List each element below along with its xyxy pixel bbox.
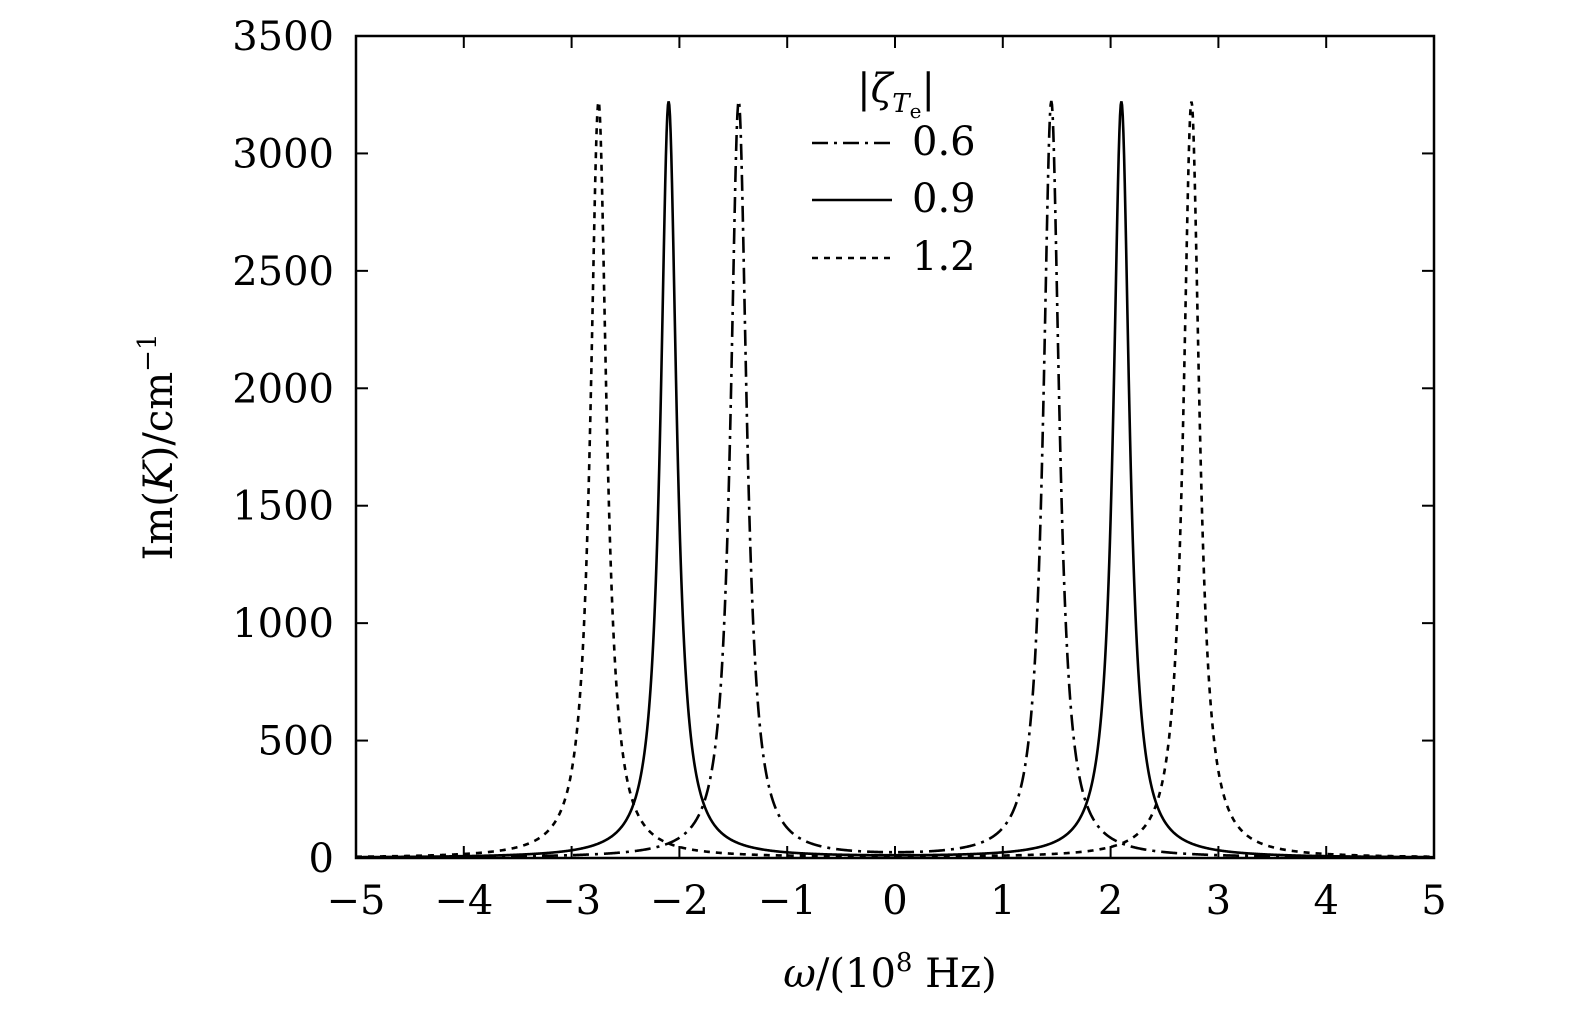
x-tick-label: −4 — [434, 878, 493, 924]
x-tick-label: −2 — [650, 878, 709, 924]
x-axis: −5 −4 −3 −2 −1 0 1 2 3 4 5 — [327, 36, 1447, 924]
x-tick-label: 2 — [1098, 878, 1123, 924]
y-tick-label: 3500 — [232, 14, 334, 60]
x-tick-label: 0 — [882, 878, 907, 924]
plot-frame — [354, 34, 1436, 860]
y-tick-label: 1500 — [232, 484, 334, 530]
series-curves — [355, 100, 1435, 859]
legend: |ζTe| 0.6 0.9 1.2 — [812, 66, 976, 280]
series-0.9-line — [356, 101, 1434, 859]
x-tick-label: 5 — [1421, 878, 1446, 924]
y-tick-label: 1000 — [232, 601, 334, 647]
legend-title: |ζTe| — [857, 66, 935, 123]
legend-label-0.6: 0.6 — [912, 119, 976, 165]
y-tick-label: 2000 — [232, 366, 334, 412]
x-tick-label: −1 — [758, 878, 817, 924]
legend-label-0.9: 0.9 — [912, 176, 976, 222]
y-tick-label: 2500 — [232, 249, 334, 295]
x-tick-label: 3 — [1206, 878, 1231, 924]
x-tick-label: 1 — [990, 878, 1015, 924]
x-axis-title: ω/(108 Hz) — [783, 948, 996, 997]
y-tick-label: 0 — [309, 836, 334, 882]
y-tick-label: 500 — [258, 719, 334, 765]
x-tick-label: −5 — [327, 878, 386, 924]
series-0.6-line — [356, 100, 1434, 859]
y-tick-label: 3000 — [232, 131, 334, 177]
y-axis-title: Im(K)/cm−1 — [133, 334, 182, 561]
series-1.2-line — [355, 101, 1435, 858]
x-tick-label: −3 — [542, 878, 601, 924]
y-axis: 0 500 1000 1500 2000 2500 3000 3500 — [232, 14, 1434, 882]
legend-label-1.2: 1.2 — [912, 234, 976, 280]
x-tick-label: 4 — [1313, 878, 1338, 924]
